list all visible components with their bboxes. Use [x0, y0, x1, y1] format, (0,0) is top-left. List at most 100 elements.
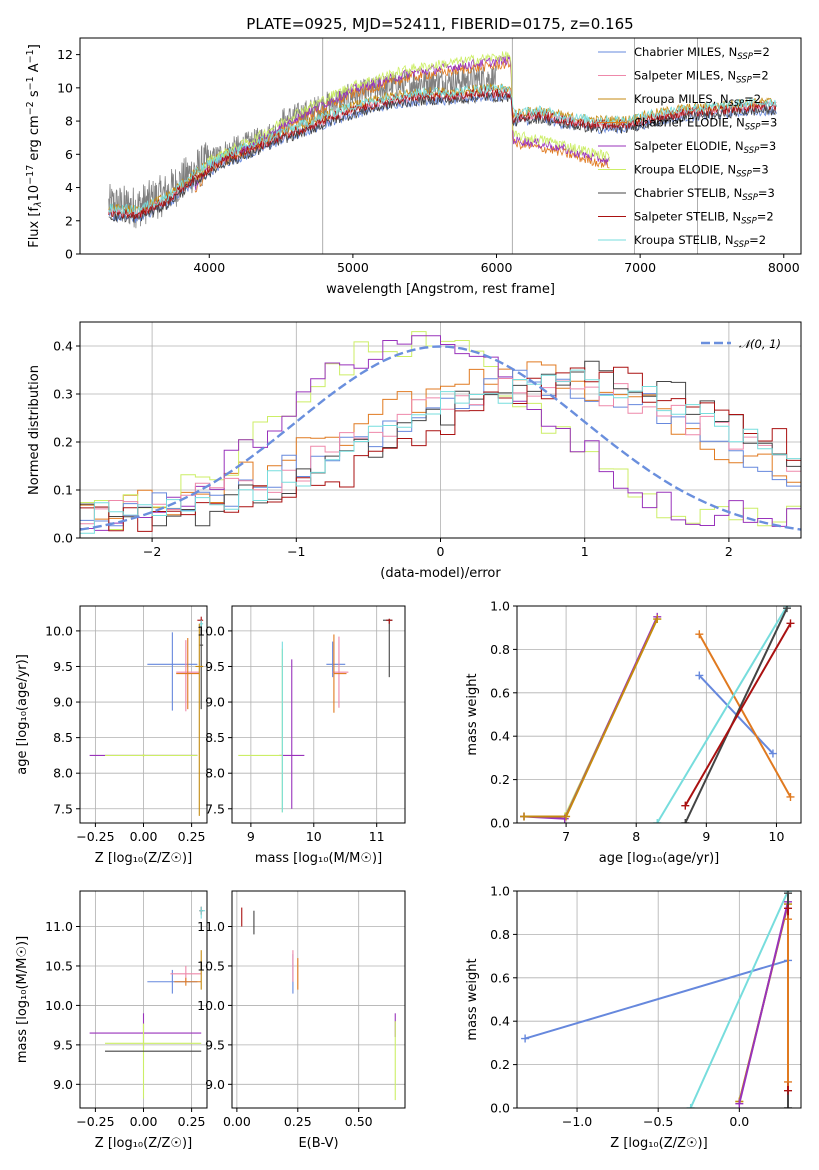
y-tick-label: 10.5	[45, 958, 73, 973]
plot-area	[80, 322, 801, 538]
panel-residuals: −2 −1 0 1 2 0.0 0.1 0.2 0.3 0.4 (data-model)/error…	[27, 321, 802, 581]
legend-label-suffix: =2	[753, 45, 770, 59]
y-tick-label: 9.0	[205, 1077, 225, 1092]
y-axis-label-part: s	[27, 90, 42, 101]
x-axis-label: age [log₁₀(age/yr)]	[599, 851, 720, 866]
y-tick-label: 11.0	[197, 919, 225, 934]
weight-marker	[784, 915, 793, 924]
x-tick-label: 9	[702, 829, 710, 844]
x-tick-label: 0.00	[223, 1114, 251, 1129]
y-tick-label: 0.4	[53, 339, 73, 354]
y-tick-label: 0.1	[53, 483, 73, 498]
y-tick-label: 10.5	[197, 958, 225, 973]
x-tick-label: 11	[369, 829, 385, 844]
y-axis-label: Flux [fλ10−17 erg cm−2 s−1 A−1]	[25, 44, 44, 248]
weight-line	[689, 891, 789, 1108]
legend-label: Kroupa ELODIE, NSSP=3	[634, 163, 769, 180]
legend-label-suffix: =3	[758, 186, 775, 200]
weight-marker	[786, 792, 795, 801]
y-tick-label: 0.0	[490, 1101, 510, 1116]
x-tick-label: 6000	[481, 260, 513, 275]
x-axis-label: wavelength [Angstrom, rest frame]	[326, 282, 555, 297]
weight-marker	[521, 1034, 530, 1043]
y-axis-label-part: ]	[27, 44, 42, 49]
panel-spectrum: 4000 5000 6000 7000 8000 0 2 4 6 8 10 12 wavelength …	[25, 37, 802, 297]
x-axis-label: Z [log₁₀(Z/Z☉)]	[95, 851, 192, 866]
y-tick-label: 10.0	[197, 623, 225, 638]
legend-label-sub: SSP	[734, 240, 750, 250]
x-tick-label: 7000	[624, 260, 656, 275]
x-tick-label: 0.0	[729, 1114, 749, 1129]
residual-histogram	[80, 369, 801, 534]
legend-label-text: Chabrier MILES, N	[634, 45, 737, 59]
normal-curve	[80, 345, 801, 531]
x-tick-label: −2	[143, 544, 161, 559]
x-axis-label: mass [log₁₀(M/M☉)]	[255, 851, 382, 866]
x-tick-label: −1.0	[562, 1114, 592, 1129]
weight-marker	[681, 819, 690, 823]
panel-mass_weight_vs_age: 7 8 9 10 0.0 0.2 0.4 0.6 0.8 1.0 age [log₁₀(age/yr…	[465, 599, 802, 866]
y-tick-label: 0.0	[53, 531, 73, 546]
axes-frame	[231, 605, 406, 824]
y-tick-label: 8	[65, 114, 73, 129]
x-tick-label: 7	[562, 829, 570, 844]
legend-label-suffix: =3	[752, 163, 769, 177]
x-tick-label: 0.25	[178, 1114, 206, 1129]
y-tick-label: 0.3	[53, 387, 73, 402]
x-tick-label: 10	[769, 829, 785, 844]
weight-line	[684, 622, 792, 807]
y-axis-label-part: Flux [f	[27, 207, 42, 248]
legend-label: Salpeter ELODIE, NSSP=3	[634, 139, 776, 156]
legend-label: Chabrier ELODIE, NSSP=3	[634, 116, 777, 133]
weight-marker	[784, 904, 793, 913]
panel-mass_vs_ebv: 0.00 0.25 0.50 9.0 9.5 10.0 10.5 11.0 E(B-V)	[197, 890, 406, 1151]
y-tick-label: 1.0	[490, 884, 510, 899]
y-tick-label: 6	[65, 147, 73, 162]
weight-marker	[653, 819, 662, 823]
legend-label-suffix: =3	[759, 139, 776, 153]
y-tick-label: 9.5	[53, 659, 73, 674]
panels: 4000 5000 6000 7000 8000024681012wavelength …	[15, 37, 802, 1151]
y-tick-label: 0.4	[490, 1014, 510, 1029]
legend-label-text: Kroupa ELODIE, N	[634, 163, 736, 177]
weight-marker	[695, 630, 704, 639]
weight-marker	[686, 1104, 695, 1108]
plot-area	[232, 606, 405, 823]
y-tick-label: 9.0	[205, 695, 225, 710]
y-tick-label: 0.2	[53, 435, 73, 450]
plot-area	[517, 606, 801, 823]
legend-label: Chabrier STELIB, NSSP=3	[634, 186, 775, 203]
y-tick-label: 10.0	[45, 998, 73, 1013]
x-tick-label: 0	[437, 544, 445, 559]
legend-label-suffix: =2	[757, 210, 774, 224]
legend-label: Kroupa MILES, NSSP=2	[634, 92, 761, 109]
weight-marker	[784, 1104, 793, 1108]
y-axis-label: Normed distribution	[27, 365, 42, 495]
figure-title: PLATE=0925, MJD=52411, FIBERID=0175, z=0…	[246, 15, 633, 33]
weight-marker	[681, 801, 690, 810]
weight-marker	[782, 606, 791, 613]
y-tick-label: 7.5	[53, 801, 73, 816]
legend-label-sub: SSP	[736, 76, 752, 86]
x-tick-label: −0.5	[643, 1114, 673, 1129]
legend-label-suffix: =3	[760, 116, 777, 130]
y-axis-label-part: erg cm	[27, 115, 42, 164]
x-tick-label: 10	[306, 829, 322, 844]
weight-marker	[784, 891, 793, 898]
legend-label-text: Kroupa MILES, N	[634, 92, 729, 106]
legend-label-text: Chabrier STELIB, N	[634, 186, 742, 200]
x-tick-label: 9	[247, 829, 255, 844]
y-tick-label: 12	[57, 47, 73, 62]
y-tick-label: 0.6	[490, 970, 510, 985]
y-axis-label-part: 10	[27, 185, 42, 202]
x-tick-label: 8	[632, 829, 640, 844]
y-tick-label: 9.5	[53, 1037, 73, 1052]
weight-marker	[653, 615, 662, 624]
legend-label-sub: SSP	[744, 146, 760, 156]
weight-marker	[786, 619, 795, 628]
y-tick-label: 9.5	[205, 1037, 225, 1052]
panel-age_vs_Z: −0.25 0.00 0.25 7.5 8.0 8.5 9.0 9.5 10.0 Z [log₁₀…	[15, 605, 208, 866]
y-tick-label: 10	[57, 80, 73, 95]
residual-histogram	[80, 366, 801, 532]
